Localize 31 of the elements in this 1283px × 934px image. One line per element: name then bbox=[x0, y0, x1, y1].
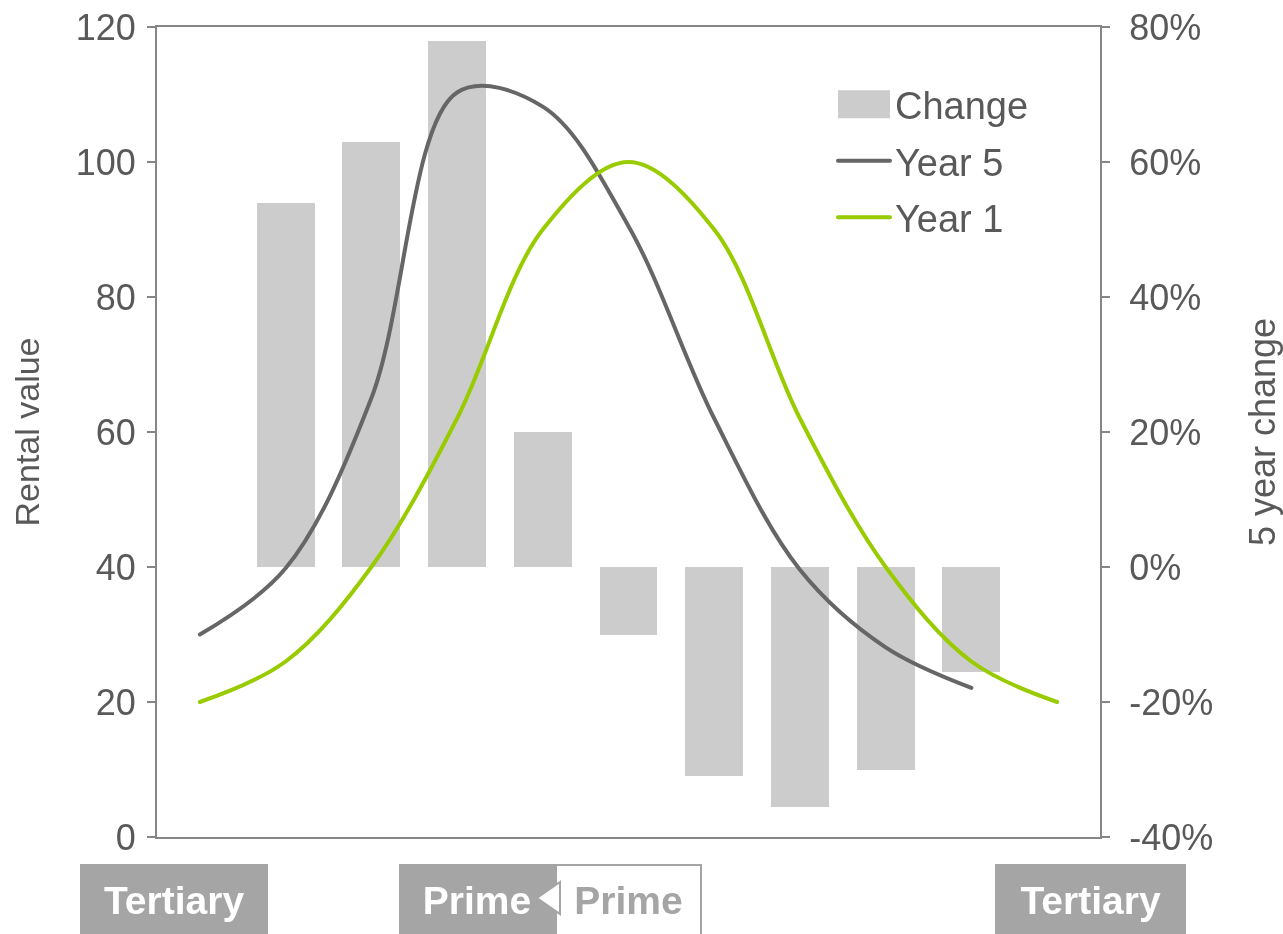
y2-tick-label: 80% bbox=[1129, 6, 1202, 48]
bar bbox=[771, 567, 829, 807]
label-tag: Tertiary bbox=[995, 864, 1186, 934]
y2-tick-label: -20% bbox=[1129, 681, 1214, 723]
bar bbox=[342, 141, 401, 567]
bar bbox=[685, 567, 744, 777]
y-tick-label: 60 bbox=[95, 411, 136, 453]
y-tick-label: 40 bbox=[95, 546, 136, 588]
bar bbox=[856, 567, 915, 770]
y-tick-label: 80 bbox=[95, 276, 136, 318]
bar bbox=[256, 202, 315, 567]
bar bbox=[599, 567, 658, 635]
y-tick-label: 100 bbox=[75, 141, 136, 183]
y-tick-label: 0 bbox=[115, 816, 136, 858]
y2-tick-label: 40% bbox=[1129, 276, 1202, 318]
label-tag: Tertiary bbox=[80, 864, 268, 934]
y2-axis-title: 5 year change bbox=[1242, 317, 1283, 547]
y2-tick-label: 0% bbox=[1129, 546, 1182, 588]
y-tick-label: 120 bbox=[75, 6, 136, 48]
bar bbox=[942, 567, 1001, 672]
label-tag: Prime bbox=[399, 864, 555, 934]
y2-tick-label: 20% bbox=[1129, 411, 1202, 453]
y2-tick-label: 60% bbox=[1129, 141, 1202, 183]
bar bbox=[428, 40, 486, 567]
legend-label: Change bbox=[894, 85, 1029, 128]
y-tick-label: 20 bbox=[95, 681, 136, 723]
legend-label: Year 5 bbox=[894, 141, 1004, 184]
y2-tick-label: -40% bbox=[1129, 816, 1214, 858]
bar bbox=[513, 432, 572, 567]
y-axis-title: Rental value bbox=[7, 337, 46, 527]
legend-label: Year 1 bbox=[894, 197, 1004, 240]
